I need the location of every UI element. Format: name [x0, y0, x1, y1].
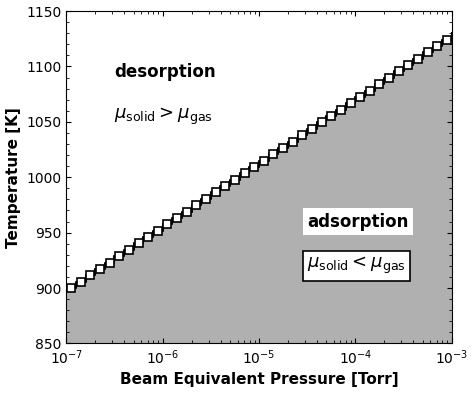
- X-axis label: Beam Equivalent Pressure [Torr]: Beam Equivalent Pressure [Torr]: [120, 373, 398, 387]
- Text: $\mu_{\mathregular{solid}}<\mu_{\mathregular{gas}}$: $\mu_{\mathregular{solid}}<\mu_{\mathreg…: [307, 255, 406, 276]
- Y-axis label: Temperature [K]: Temperature [K]: [6, 107, 20, 248]
- Text: $\mu_{\mathregular{solid}}>\mu_{\mathregular{gas}}$: $\mu_{\mathregular{solid}}>\mu_{\mathreg…: [114, 106, 213, 127]
- Text: adsorption: adsorption: [307, 213, 409, 231]
- Polygon shape: [66, 33, 452, 343]
- Text: desorption: desorption: [114, 63, 216, 81]
